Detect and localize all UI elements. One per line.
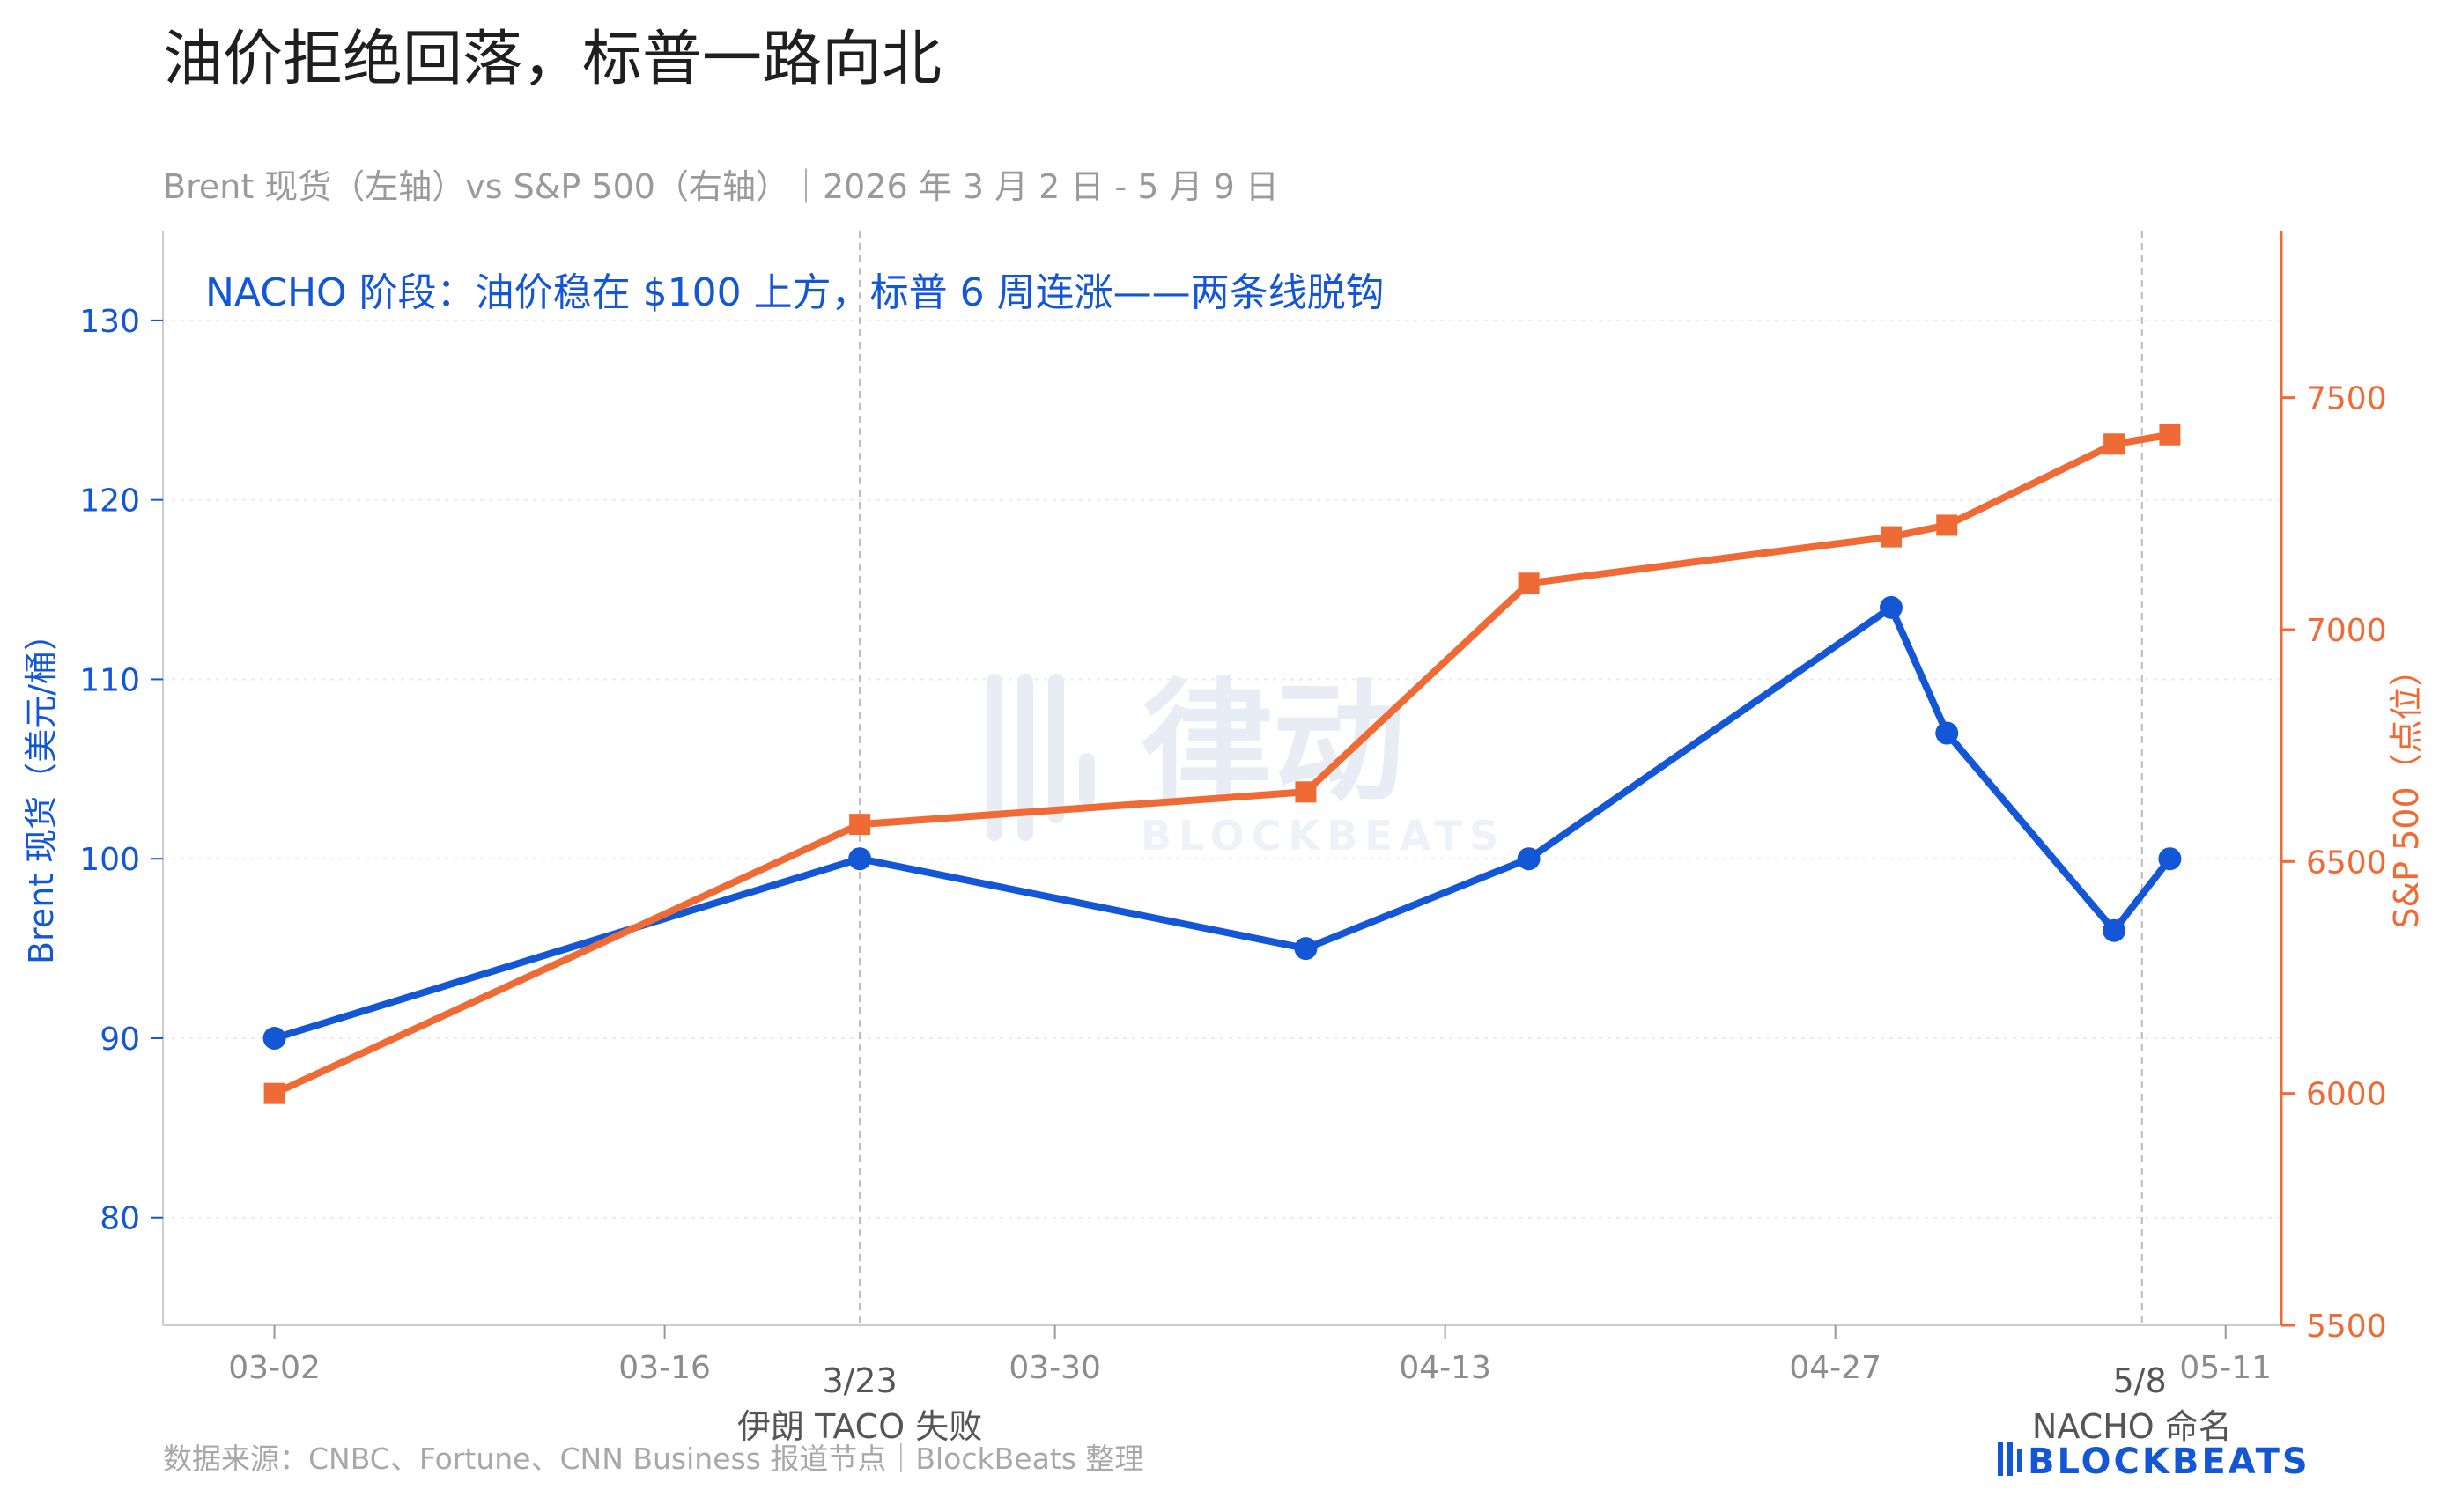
- x-tick-label: 04-27: [1789, 1350, 1881, 1386]
- event-markers: 3/23 伊朗 TACO 失败 5/8 NACHO 命名: [737, 231, 2232, 1446]
- watermark: 律动 BLOCKBEATS: [987, 667, 1505, 859]
- gridlines: [163, 319, 2281, 1219]
- y-left-tick-label: 100: [79, 842, 140, 878]
- brand-logo-icon: [1998, 1442, 2022, 1476]
- brent-point: [848, 847, 872, 871]
- y-right-tick-label: 7500: [2306, 381, 2387, 417]
- y-left-tick-label: 130: [79, 304, 140, 340]
- brent-point: [262, 1026, 286, 1050]
- brand-name: BLOCKBEATS: [2028, 1442, 2310, 1482]
- y-left-tick-label: 110: [79, 662, 140, 698]
- series: [262, 424, 2182, 1104]
- x-tick-label: 03-30: [1009, 1350, 1101, 1386]
- brent-point: [2103, 918, 2126, 942]
- chart-subtitle: Brent 现货（左轴）vs S&P 500（右轴）｜2026 年 3 月 2 …: [163, 167, 1279, 206]
- chart-title: 油价拒绝回落，标普一路向北: [163, 25, 942, 94]
- event-date-label: 3/23: [822, 1361, 897, 1400]
- x-tick-label: 03-02: [228, 1350, 321, 1386]
- event-desc-label: NACHO 命名: [2032, 1407, 2232, 1446]
- event-desc-label: 伊朗 TACO 失败: [737, 1407, 982, 1446]
- source-note: 数据来源：CNBC、Fortune、CNN Business 报道节点｜Bloc…: [163, 1442, 1143, 1476]
- x-tick-label: 05-11: [2179, 1350, 2272, 1386]
- brent-point: [1879, 595, 1903, 619]
- watermark-logo-icon: [987, 674, 1095, 841]
- spx-point: [2103, 433, 2125, 455]
- y-left-tick-label: 120: [79, 483, 140, 520]
- y-right-tick-label: 6000: [2306, 1077, 2387, 1113]
- y-left-tick-label: 80: [100, 1201, 140, 1237]
- x-tick-label: 04-13: [1399, 1350, 1491, 1386]
- series-line-spx: [270, 431, 2174, 1097]
- spx-point: [1936, 514, 1958, 536]
- brent-point: [2158, 847, 2182, 871]
- spx-point: [1880, 526, 1902, 548]
- y-axis-left-label: Brent 现货（美元/桶）: [22, 617, 61, 964]
- spx-point: [1518, 572, 1540, 594]
- spx-point: [263, 1082, 285, 1104]
- brand-logo: BLOCKBEATS: [1998, 1442, 2310, 1482]
- x-tick-label: 03-16: [618, 1350, 711, 1386]
- spx-point: [849, 814, 871, 836]
- y-right-tick-label: 7000: [2306, 613, 2387, 649]
- y-right-tick-label: 5500: [2306, 1309, 2387, 1345]
- series-line-brent: [270, 603, 2174, 1042]
- spx-point: [1295, 781, 1317, 803]
- brent-point: [1294, 937, 1318, 961]
- spx-point: [2159, 424, 2181, 446]
- brent-point: [1935, 721, 1959, 745]
- y-left-tick-label: 90: [100, 1022, 140, 1058]
- watermark-subtext: BLOCKBEATS: [1141, 812, 1505, 859]
- y-axis-right-label: S&P 500（点位）: [2387, 653, 2426, 928]
- brent-point: [1517, 847, 1541, 871]
- axes: 80 90 100 110 120 130 5500 6000 6500 7000 7500 03-0…: [79, 231, 2387, 1386]
- annotation-text: NACHO 阶段：油价稳在 $100 上方，标普 6 周连涨——两条线脱钩: [205, 270, 1385, 315]
- y-right-tick-label: 6500: [2306, 845, 2387, 881]
- event-date-label: 5/8: [2113, 1361, 2167, 1400]
